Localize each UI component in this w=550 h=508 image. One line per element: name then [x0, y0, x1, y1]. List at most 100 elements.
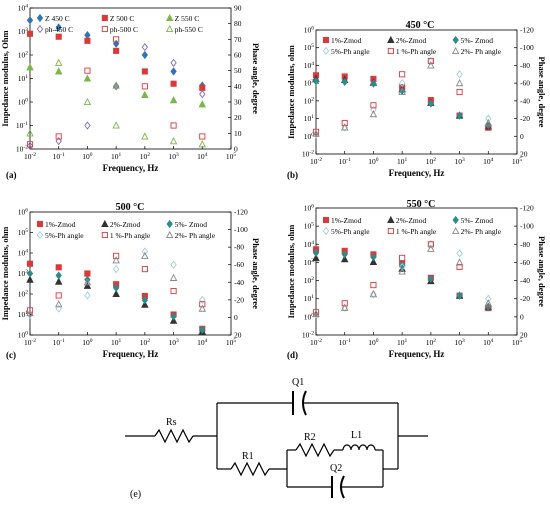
data-point	[113, 36, 120, 43]
x-tick-label: 101	[111, 338, 122, 347]
series-z-550-c	[26, 63, 207, 108]
y-tick-label: 10-2	[16, 145, 28, 154]
panel-label-e: (e)	[130, 489, 141, 500]
legend-entry: ph-450 C	[45, 25, 73, 34]
y2-tick-label: 0	[520, 312, 524, 321]
data-point	[84, 270, 91, 277]
x-tick-label: 10-1	[339, 338, 351, 347]
data-point	[55, 264, 62, 271]
data-point	[399, 71, 406, 78]
legend-marker	[36, 220, 44, 228]
y-tick-label: 10-1	[16, 121, 28, 130]
y-tick-label: 100	[304, 132, 315, 141]
data-point	[427, 241, 434, 248]
x-tick-label: 103	[168, 338, 179, 347]
legend-marker	[451, 226, 460, 235]
data-point	[55, 133, 62, 140]
data-point	[141, 296, 149, 305]
data-point	[312, 309, 320, 319]
label-rs: Rs	[166, 417, 177, 428]
legend-marker	[36, 24, 44, 34]
y2-tick-label: 80	[234, 19, 242, 28]
chart-panel-d: 10-2 10-1 100 101 102 103 104 105 10-2 100 101 102 1…	[286, 199, 547, 360]
data-point	[399, 254, 406, 261]
label-r2: R2	[304, 432, 316, 443]
legend-entry: 5%-Ph angle	[331, 227, 370, 236]
data-point	[341, 77, 348, 87]
data-point	[84, 67, 91, 74]
series-5-ph-angle	[312, 56, 492, 139]
x-tick-label: 102	[140, 338, 151, 347]
x-tick-label: 104	[197, 152, 208, 161]
resistor-r2	[295, 442, 335, 458]
x-tick-label: 104	[483, 338, 494, 347]
data-point	[112, 82, 120, 91]
x-tick-label: 103	[454, 157, 465, 166]
y-tick-label: 104	[18, 4, 29, 13]
data-point	[84, 30, 91, 40]
data-point	[26, 260, 34, 267]
legend-marker	[165, 230, 174, 239]
data-point	[141, 83, 148, 90]
resistor-rs	[154, 428, 194, 444]
data-point	[141, 266, 148, 273]
data-point	[55, 33, 62, 40]
plot-frame	[315, 29, 518, 155]
resistor-r1	[230, 461, 270, 477]
y-tick-label: 102	[18, 51, 29, 60]
y2-tick-label: -80	[520, 240, 530, 249]
data-point	[170, 58, 177, 67]
data-point	[369, 109, 378, 118]
legend-entry: 1%-Zmod	[331, 36, 362, 45]
data-point	[169, 273, 178, 281]
x-tick-label: 101	[397, 157, 408, 166]
x-tick-label: 102	[426, 157, 437, 166]
chart-panel-a: 10-2 10-1 100 101 102 103 104 10510-210-1100101…	[0, 4, 261, 181]
data-point	[455, 258, 464, 266]
data-point	[26, 30, 34, 37]
equivalent-circuit	[125, 390, 428, 499]
y-tick-label: 105	[304, 43, 315, 52]
data-point	[54, 300, 63, 308]
data-point	[398, 267, 406, 275]
y2-tick-label: -80	[520, 61, 530, 70]
y-axis-label: Impedance modulus, ohm	[286, 225, 296, 319]
legend-entry: 2%- Ph angle	[461, 47, 502, 56]
data-point	[312, 129, 320, 137]
data-point	[199, 133, 206, 140]
data-point	[398, 262, 406, 272]
data-point	[312, 253, 320, 262]
data-point	[456, 88, 463, 96]
data-point	[83, 278, 92, 286]
y2-tick-label: 60	[234, 51, 242, 60]
y2-tick-label: 50	[234, 66, 242, 75]
chart-panel-c: 10-2 10-1 100 101 102 103 104 105 100 101 102 103 10…	[0, 202, 261, 360]
data-point	[84, 121, 91, 130]
data-point	[141, 251, 149, 259]
legend-marker	[101, 25, 108, 33]
y-tick-label: 106	[304, 204, 315, 213]
x-axis-label: Frequency, Hz	[389, 168, 445, 178]
data-point	[141, 247, 149, 256]
label-l1: L1	[351, 430, 362, 441]
y2-tick-label: 30	[234, 98, 242, 107]
legend-marker	[387, 215, 395, 224]
y-tick-label: 104	[18, 249, 29, 258]
x-tick-label: 104	[483, 157, 494, 166]
data-point	[55, 23, 62, 32]
data-point	[26, 16, 34, 25]
series-1-ph-angle	[312, 241, 492, 316]
x-tick-label: 105	[512, 157, 523, 166]
y-tick-label: 101	[18, 310, 29, 319]
data-point	[26, 275, 34, 283]
series-2-ph-angle	[312, 244, 493, 318]
legend-marker	[452, 35, 459, 45]
data-point	[112, 256, 120, 264]
panel-label-c: (c)	[6, 350, 16, 360]
data-point	[170, 80, 177, 87]
legend-marker	[451, 46, 460, 55]
series-5-zmod	[26, 269, 206, 334]
data-point	[484, 299, 493, 307]
y-axis-label: Impedance modulus, Ohm	[0, 30, 10, 126]
x-tick-label: 102	[426, 338, 437, 347]
